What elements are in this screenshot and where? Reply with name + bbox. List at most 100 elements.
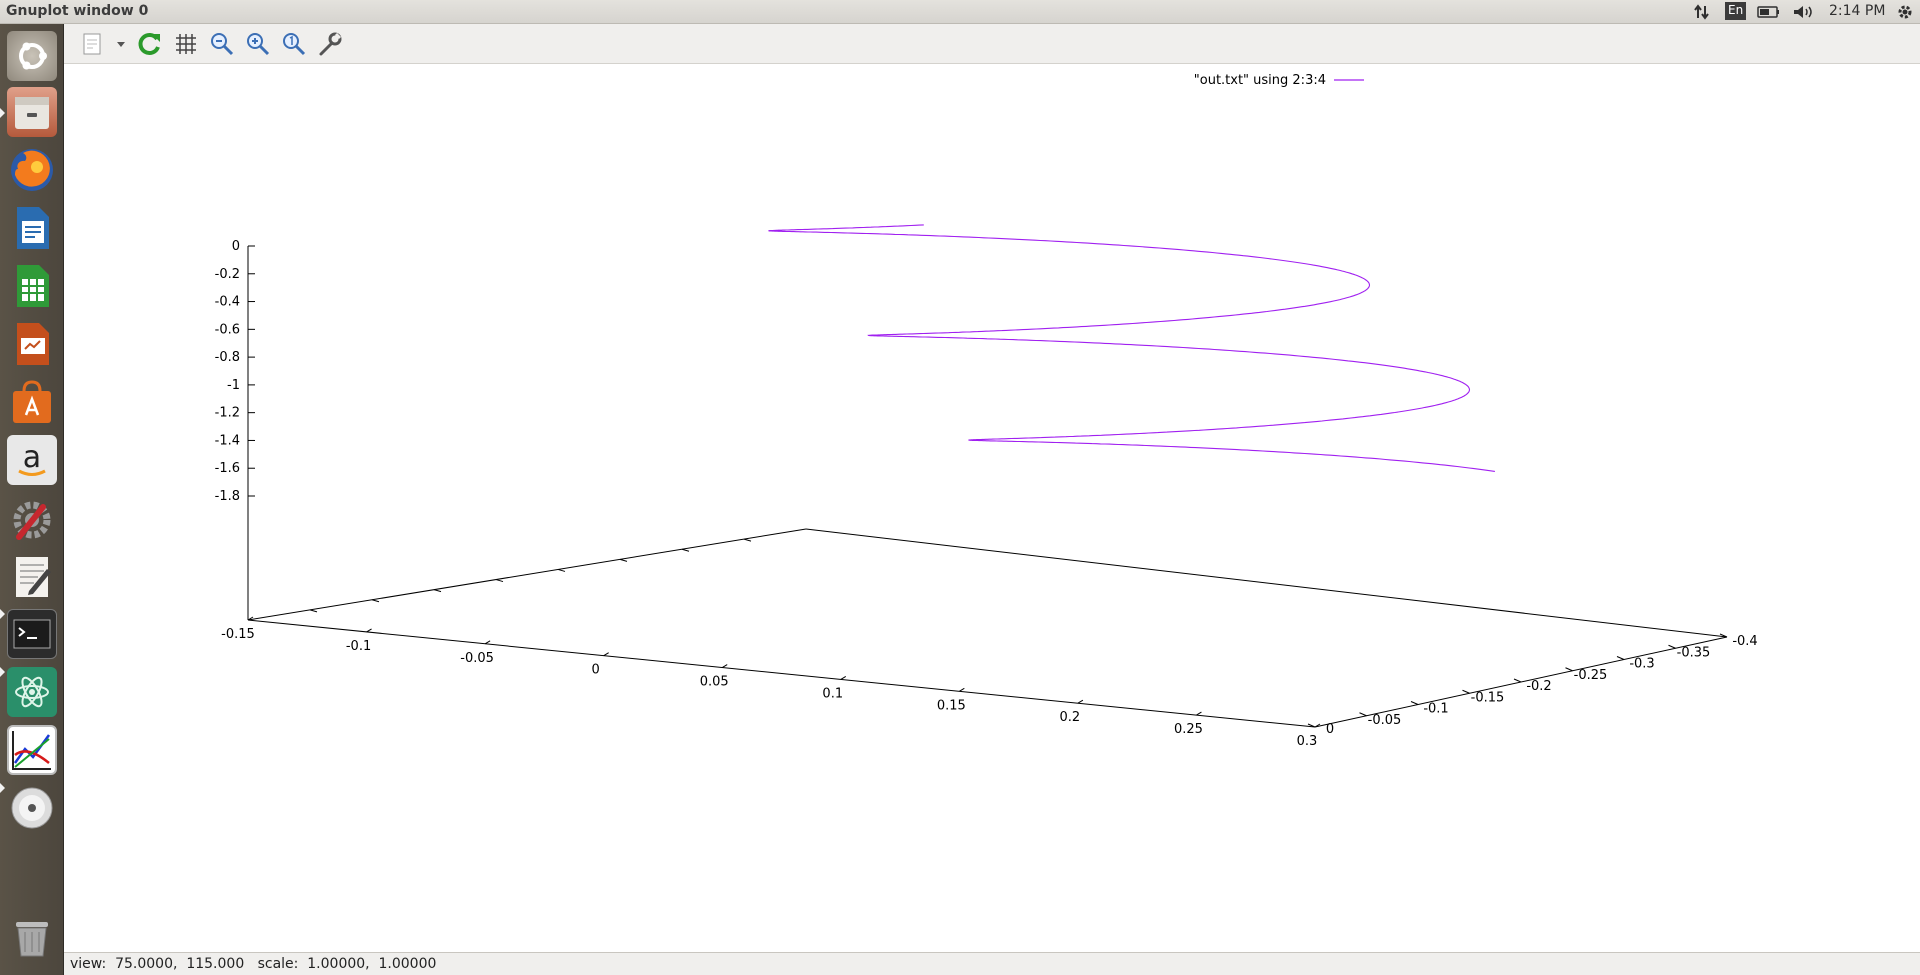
x-tick-label: 0.15 [937, 698, 966, 713]
settings-button[interactable] [316, 30, 344, 58]
x-tick [959, 687, 965, 692]
unzoom-button[interactable] [280, 30, 308, 58]
text-editor-launcher[interactable] [7, 551, 57, 601]
floor-tick [557, 568, 566, 572]
firefox-launcher[interactable] [7, 145, 57, 195]
y-tick-label: -0.2 [1526, 679, 1551, 694]
grid-icon [176, 34, 196, 54]
zoom-next-button[interactable] [244, 30, 272, 58]
x-tick [840, 676, 847, 680]
z-tick-label: 0 [232, 239, 240, 254]
x-tick [366, 628, 372, 633]
z-tick-label: -0.2 [215, 267, 240, 282]
amazon-launcher[interactable]: a [7, 435, 57, 485]
y-tick-label: -0.25 [1574, 668, 1608, 683]
svg-text:a: a [23, 440, 41, 475]
legend: "out.txt" using 2:3:4 [1194, 73, 1364, 88]
status-bar: view: 75.0000, 115.000 scale: 1.00000, 1… [64, 952, 1920, 975]
terminal-launcher[interactable] [7, 609, 57, 659]
calc-launcher[interactable] [7, 261, 57, 311]
copy-clipboard-icon [83, 33, 101, 55]
files-launcher[interactable] [7, 87, 57, 137]
x-tick-label: -0.05 [460, 651, 494, 666]
atom-icon [15, 676, 49, 708]
window-title: Gnuplot window 0 [6, 3, 149, 19]
legend-label: "out.txt" using 2:3:4 [1194, 73, 1326, 88]
copy-clipboard-button[interactable] [78, 30, 106, 58]
x-tick-label: 0.2 [1060, 710, 1081, 725]
plot-area[interactable]: -0.15 -0.1 -0.05 0 0.05 0.1 0.15 0.2 0.25 0.3 0 -0.… [64, 64, 1920, 952]
x-axis-line [247, 619, 1316, 728]
replot-icon [138, 33, 160, 55]
firefox-icon [11, 149, 53, 191]
chart-3d: -0.15 -0.1 -0.05 0 0.05 0.1 0.15 0.2 0.25 0.3 0 -0.… [215, 73, 1758, 749]
software-center-launcher[interactable] [7, 377, 57, 427]
y-tick-label: -0.1 [1423, 702, 1448, 717]
z-tick-label: -0.4 [215, 295, 240, 310]
zoom-next-icon [247, 33, 270, 56]
x-tick-label: 0.25 [1174, 722, 1203, 737]
z-tick-label: -0.8 [215, 350, 240, 365]
x-tick [1314, 723, 1321, 728]
y-tick [1668, 644, 1676, 649]
pencil-notepad-icon [16, 557, 51, 597]
tick-labels-layer: -0.15 -0.1 -0.05 0 0.05 0.1 0.15 0.2 0.25 0.3 0 -0.… [215, 239, 1758, 749]
floor-back-left [247, 528, 807, 621]
floor-tick [371, 599, 380, 603]
y-tick-label: -0.3 [1629, 657, 1654, 672]
running-indicator [0, 667, 5, 677]
volume-icon[interactable] [1792, 3, 1814, 21]
z-tick-label: -1.2 [215, 406, 240, 421]
dvd-launcher[interactable] [7, 783, 57, 833]
z-tick-label: -1.8 [215, 489, 240, 504]
system-gear-icon[interactable] [1896, 3, 1914, 21]
ubuntu-logo-icon [19, 42, 47, 70]
atom-launcher[interactable] [7, 667, 57, 717]
impress-launcher[interactable] [7, 319, 57, 369]
floor-tick [309, 609, 318, 613]
series-layer [768, 224, 1495, 472]
grid-button[interactable] [172, 30, 200, 58]
zoom-previous-button[interactable] [208, 30, 236, 58]
y-tick [1719, 633, 1728, 638]
writer-launcher[interactable] [7, 203, 57, 253]
shopping-bag-icon [13, 380, 51, 423]
dash-home-button[interactable] [7, 31, 57, 81]
file-cabinet-icon [15, 97, 49, 129]
floor-tick [743, 538, 752, 542]
system-settings-launcher[interactable] [7, 493, 57, 543]
x-tick-label: -0.1 [346, 639, 371, 654]
gear-wrench-icon [13, 501, 51, 540]
zoom-previous-icon [211, 33, 234, 56]
y-tick [1513, 678, 1522, 683]
y-tick [1565, 667, 1573, 672]
floor-tick [433, 589, 442, 593]
document-icon [17, 207, 49, 249]
dropdown-arrow-button[interactable] [114, 30, 128, 58]
battery-icon[interactable] [1756, 3, 1782, 21]
y-tick [1462, 689, 1470, 694]
z-tick-label: -1.6 [215, 461, 240, 476]
y-tick-label: 0 [1326, 722, 1334, 737]
status-text: view: 75.0000, 115.000 scale: 1.00000, 1… [70, 956, 437, 972]
floor-tick [619, 558, 628, 562]
top-panel: Gnuplot window 0 En 2:14 PM [0, 0, 1920, 24]
floor-back-right [805, 528, 1728, 638]
x-tick-label: 0 [592, 663, 600, 678]
replot-button[interactable] [136, 30, 164, 58]
unzoom-icon [283, 33, 306, 56]
z-tick-label: -1.4 [215, 433, 240, 448]
dropdown-arrow-icon [117, 42, 125, 47]
x-tick [247, 616, 254, 621]
x-tick [603, 652, 609, 657]
trash-launcher[interactable] [7, 912, 57, 962]
graph-icon [12, 731, 51, 770]
network-updown-icon[interactable] [1693, 3, 1711, 21]
series-line [768, 224, 1495, 472]
keyboard-layout-indicator[interactable]: En [1725, 2, 1747, 20]
gnuplot-launcher[interactable] [7, 725, 57, 775]
clock[interactable]: 2:14 PM [1829, 3, 1886, 19]
y-tick [1307, 723, 1316, 728]
y-tick [1410, 701, 1419, 705]
gnuplot-toolbar [64, 24, 1920, 64]
